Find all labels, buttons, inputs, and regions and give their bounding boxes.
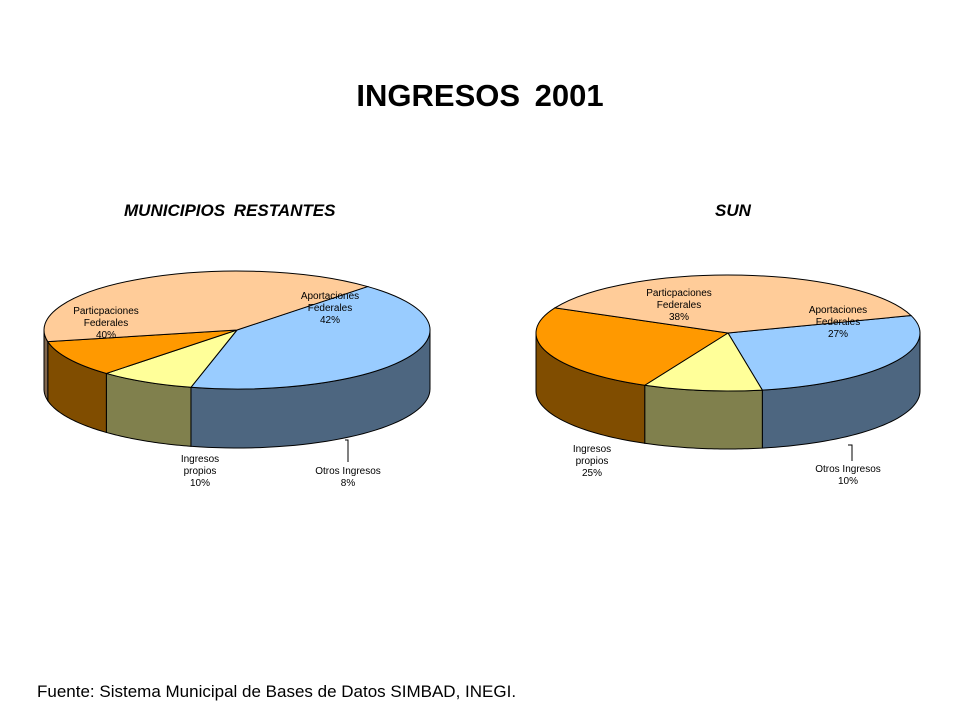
slice-label-line: 10% (838, 476, 858, 487)
pie-slice-otros-ingresos (643, 332, 764, 392)
slice-label-line: 42% (320, 315, 340, 326)
slice-label-line: Federales (816, 317, 860, 328)
slice-label-line: Otros Ingresos (815, 464, 881, 475)
pie-slice-otros-ingresos (104, 328, 239, 388)
slice-label-line: propios (184, 466, 217, 477)
pie-slice-ingresos-propios (46, 329, 238, 374)
slice-label-aportaciones-federales: Aportaciones Federales 27% (809, 305, 867, 340)
slice-label-particpaciones-federales: Particpaciones Federales 38% (646, 288, 712, 323)
slice-label-line: Federales (84, 318, 128, 329)
slice-label-line: Federales (657, 300, 701, 311)
pie-slice-ingresos-propios (535, 307, 730, 386)
slice-label-line: Otros Ingresos (315, 466, 381, 477)
slice-label-otros-ingresos: Otros Ingresos 10% (815, 464, 881, 487)
slice-label-line: Particpaciones (646, 288, 712, 299)
pie-slice-aportaciones-federales (189, 286, 431, 390)
slice-label-line: 8% (341, 478, 356, 489)
slice-label-line: Particpaciones (73, 306, 139, 317)
slice-label-line: Aportaciones (301, 291, 359, 302)
slice-label-particpaciones-federales: Particpaciones Federales 40% (73, 306, 139, 341)
slice-label-line: Ingresos (181, 454, 219, 465)
slice-label-line: propios (576, 456, 609, 467)
slice-label-otros-ingresos: Otros Ingresos 8% (315, 466, 381, 489)
slice-label-line: Aportaciones (809, 305, 867, 316)
chart-title-sun: SUN (715, 201, 751, 220)
slice-label-ingresos-propios: Ingresos propios 10% (181, 454, 219, 489)
slice-label-line: 38% (669, 312, 689, 323)
slice-label-ingresos-propios: Ingresos propios 25% (573, 444, 611, 479)
pie-chart-sun: Aportaciones Federales 27%Otros Ingresos 10… (535, 274, 921, 487)
slice-label-line: 25% (582, 468, 602, 479)
pie-slice-particpaciones-federales (553, 274, 913, 334)
slice-label-line: Ingresos (573, 444, 611, 455)
pie-slice-particpaciones-federales (43, 270, 370, 343)
slice-label-line: 27% (828, 329, 848, 340)
slice-label-line: 40% (96, 330, 116, 341)
slice-label-line: Federales (308, 303, 352, 314)
pie-side-otros-ingresos (644, 384, 763, 450)
label-leader-line (848, 444, 853, 461)
slice-label-line: 10% (190, 478, 210, 489)
chart-title-municipios: MUNICIPIOS RESTANTES (124, 201, 336, 220)
label-leader-line (345, 439, 349, 462)
page-title: INGRESOS 2001 (356, 78, 604, 113)
slice-label-aportaciones-federales: Aportaciones Federales 42% (301, 291, 359, 326)
source-note: Fuente: Sistema Municipal de Bases de Da… (37, 682, 517, 701)
pie-slice-aportaciones-federales (727, 315, 921, 391)
pie-chart-municipios: Aportaciones Federales 42%Otros Ingresos 8%… (43, 270, 431, 489)
